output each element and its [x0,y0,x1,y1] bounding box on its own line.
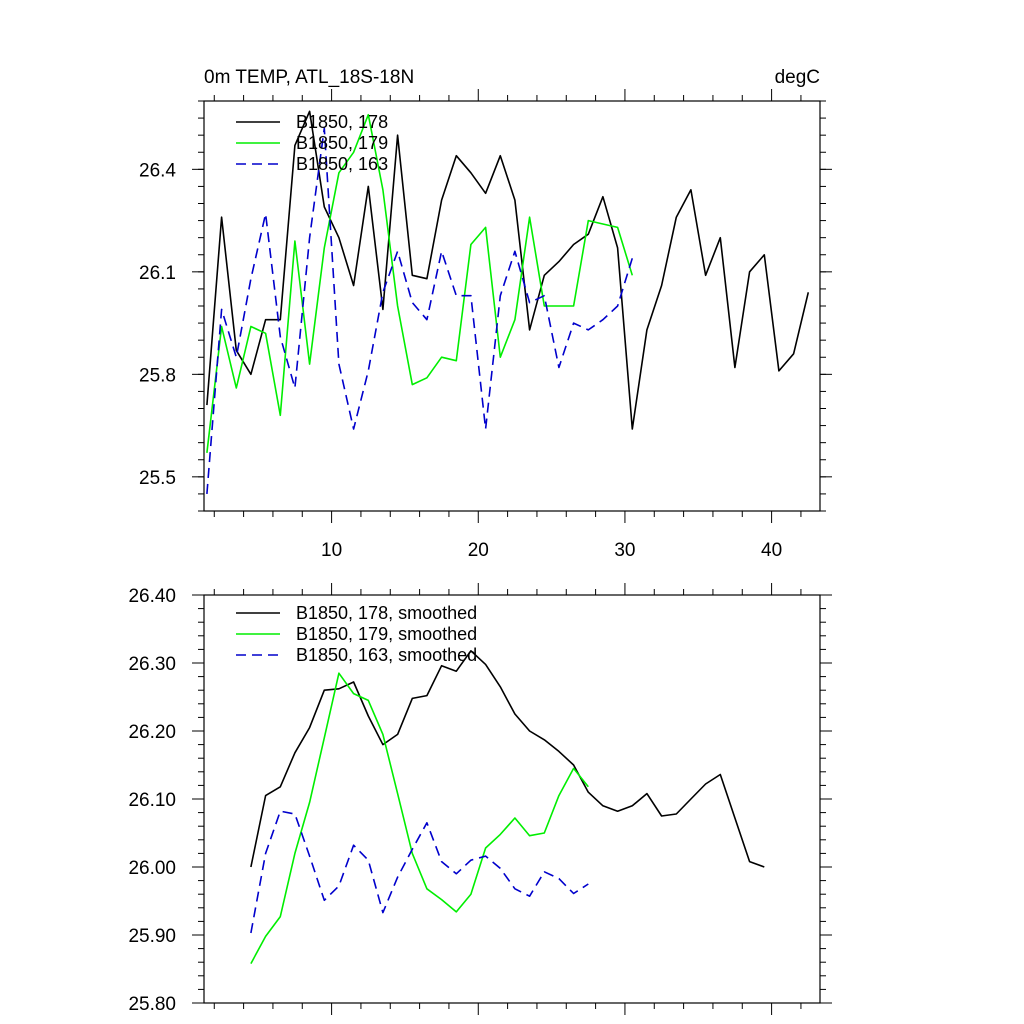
top-panel: 0m TEMP, ATL_18S-18N degC 10 20 30 40 25.5 25… [139,67,832,561]
legend-label-2: B1850, 179, smoothed [296,624,477,644]
y-tick-label: 26.20 [128,722,176,743]
legend-label-3: B1850, 163, smoothed [296,645,477,665]
x-tick-label: 30 [614,540,635,561]
x-tick-label: 20 [468,540,489,561]
legend-label-2: B1850, 179 [296,133,388,153]
y-tick-label: 26.4 [139,160,176,181]
bottom-panel-ticks: 25.80 25.90 26.00 26.10 26.20 26.30 26.40 [128,583,832,1015]
y-tick-label: 26.1 [139,263,176,284]
y-tick-label: 25.80 [128,994,176,1015]
y-tick-label: 26.40 [128,586,176,607]
y-tick-label: 26.10 [128,790,176,811]
x-tick-label: 40 [761,540,782,561]
y-tick-label: 25.8 [139,365,176,386]
series-line-1 [206,110,810,430]
x-tick-label: 10 [321,540,342,561]
series-line-3 [250,810,589,934]
series-line-2 [250,672,589,964]
y-tick-label: 25.90 [128,926,176,947]
top-panel-series-lines [206,110,810,494]
top-panel-ticks: 10 20 30 40 25.5 25.8 26.1 26.4 [139,89,832,561]
series-line-2 [206,113,634,453]
series-line-1 [250,649,765,868]
y-tick-label: 26.00 [128,858,176,879]
top-panel-title: 0m TEMP, ATL_18S-18N [204,67,414,88]
y-tick-label: 26.30 [128,654,176,675]
bottom-panel-series-lines [250,649,765,964]
top-panel-units: degC [775,67,820,88]
y-tick-label: 25.5 [139,468,176,489]
series-line-3 [206,127,634,494]
bottom-panel: 25.80 25.90 26.00 26.10 26.20 26.30 26.40 B185… [128,583,832,1015]
legend-label-1: B1850, 178 [296,112,388,132]
legend-label-1: B1850, 178, smoothed [296,603,477,623]
legend-label-3: B1850, 163 [296,154,388,174]
